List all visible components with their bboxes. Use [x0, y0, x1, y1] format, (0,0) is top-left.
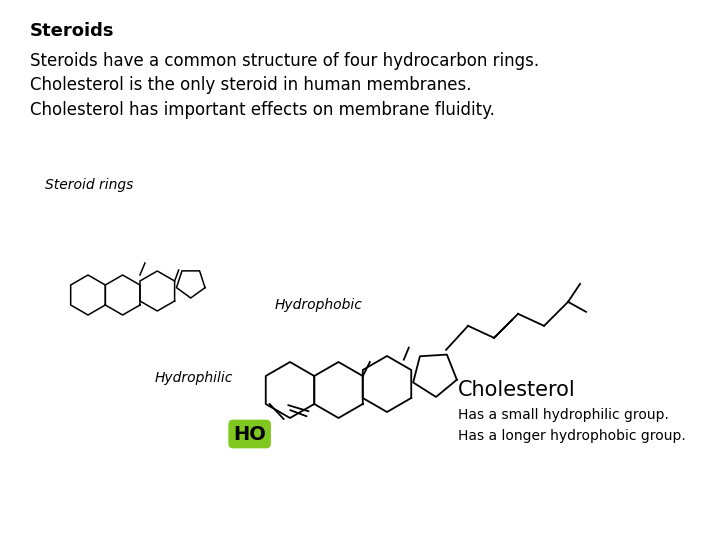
Text: Steroids have a common structure of four hydrocarbon rings.
Cholesterol is the o: Steroids have a common structure of four… — [30, 52, 539, 119]
Text: Hydrophilic: Hydrophilic — [155, 371, 233, 385]
Text: Has a small hydrophilic group.
Has a longer hydrophobic group.: Has a small hydrophilic group. Has a lon… — [458, 408, 685, 443]
Text: Cholesterol: Cholesterol — [458, 380, 576, 400]
Text: Steroid rings: Steroid rings — [45, 178, 133, 192]
Text: HO: HO — [233, 424, 266, 443]
Text: Hydrophobic: Hydrophobic — [275, 298, 363, 312]
Text: Steroids: Steroids — [30, 22, 114, 40]
